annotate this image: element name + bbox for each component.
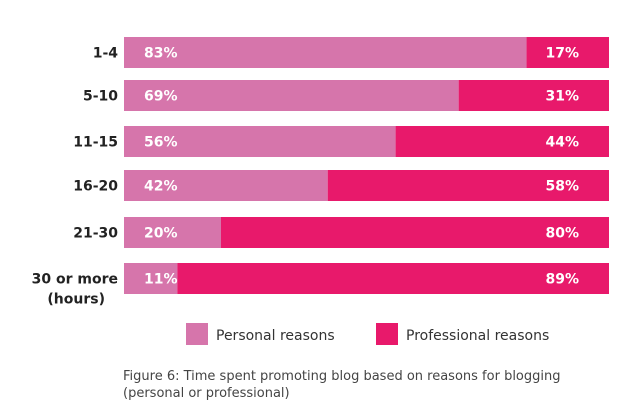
bar-professional-reasons-30-or-more <box>177 263 609 294</box>
value-label-personal-reasons-30-or-more: 11% <box>144 272 178 288</box>
value-label-professional-reasons-11-15: 44% <box>545 135 579 151</box>
bar-personal-reasons-1-4 <box>124 37 527 68</box>
legend-swatch-professional-reasons <box>376 323 398 345</box>
category-label-11-15: 11-15 <box>73 135 118 151</box>
value-label-personal-reasons-21-30: 20% <box>144 226 178 242</box>
bar-personal-reasons-11-15 <box>124 126 396 157</box>
bar-personal-reasons-16-20 <box>124 170 328 201</box>
bars-group <box>124 37 609 294</box>
legend-label-professional-reasons: Professional reasons <box>406 328 549 344</box>
bar-personal-reasons-30-or-more <box>124 263 178 294</box>
category-label-21-30: 21-30 <box>73 226 118 242</box>
category-label-16-20: 16-20 <box>73 179 118 195</box>
value-label-professional-reasons-30-or-more: 89% <box>545 272 579 288</box>
legend-swatch-personal-reasons <box>186 323 208 345</box>
legend: Personal reasons Professional reasons <box>186 323 549 345</box>
value-label-professional-reasons-5-10: 31% <box>545 89 579 105</box>
legend-label-personal-reasons: Personal reasons <box>216 328 335 344</box>
bar-professional-reasons-5-10 <box>458 80 609 111</box>
category-label-1-4: 1-4 <box>93 46 119 62</box>
value-label-personal-reasons-1-4: 83% <box>144 46 178 62</box>
category-label-30-or-more: 30 or more <box>32 272 118 288</box>
category-sublabel-hours: (hours) <box>47 292 105 308</box>
value-label-professional-reasons-16-20: 58% <box>545 179 579 195</box>
bar-professional-reasons-11-15 <box>395 126 609 157</box>
bar-personal-reasons-21-30 <box>124 217 221 248</box>
bar-professional-reasons-1-4 <box>526 37 609 68</box>
bar-personal-reasons-5-10 <box>124 80 459 111</box>
category-label-5-10: 5-10 <box>83 89 118 105</box>
value-label-personal-reasons-16-20: 42% <box>144 179 178 195</box>
value-label-professional-reasons-1-4: 17% <box>545 46 579 62</box>
value-label-personal-reasons-11-15: 56% <box>144 135 178 151</box>
value-label-personal-reasons-5-10: 69% <box>144 89 178 105</box>
bar-professional-reasons-16-20 <box>327 170 609 201</box>
figure-caption: Figure 6: Time spent promoting blog base… <box>123 369 561 401</box>
labels-group: 1-4 83% 17% 5-10 69% 31% 11-15 56% 44% 16-20 42% 58… <box>32 46 579 308</box>
value-label-professional-reasons-21-30: 80% <box>545 226 579 242</box>
bar-professional-reasons-21-30 <box>221 217 609 248</box>
